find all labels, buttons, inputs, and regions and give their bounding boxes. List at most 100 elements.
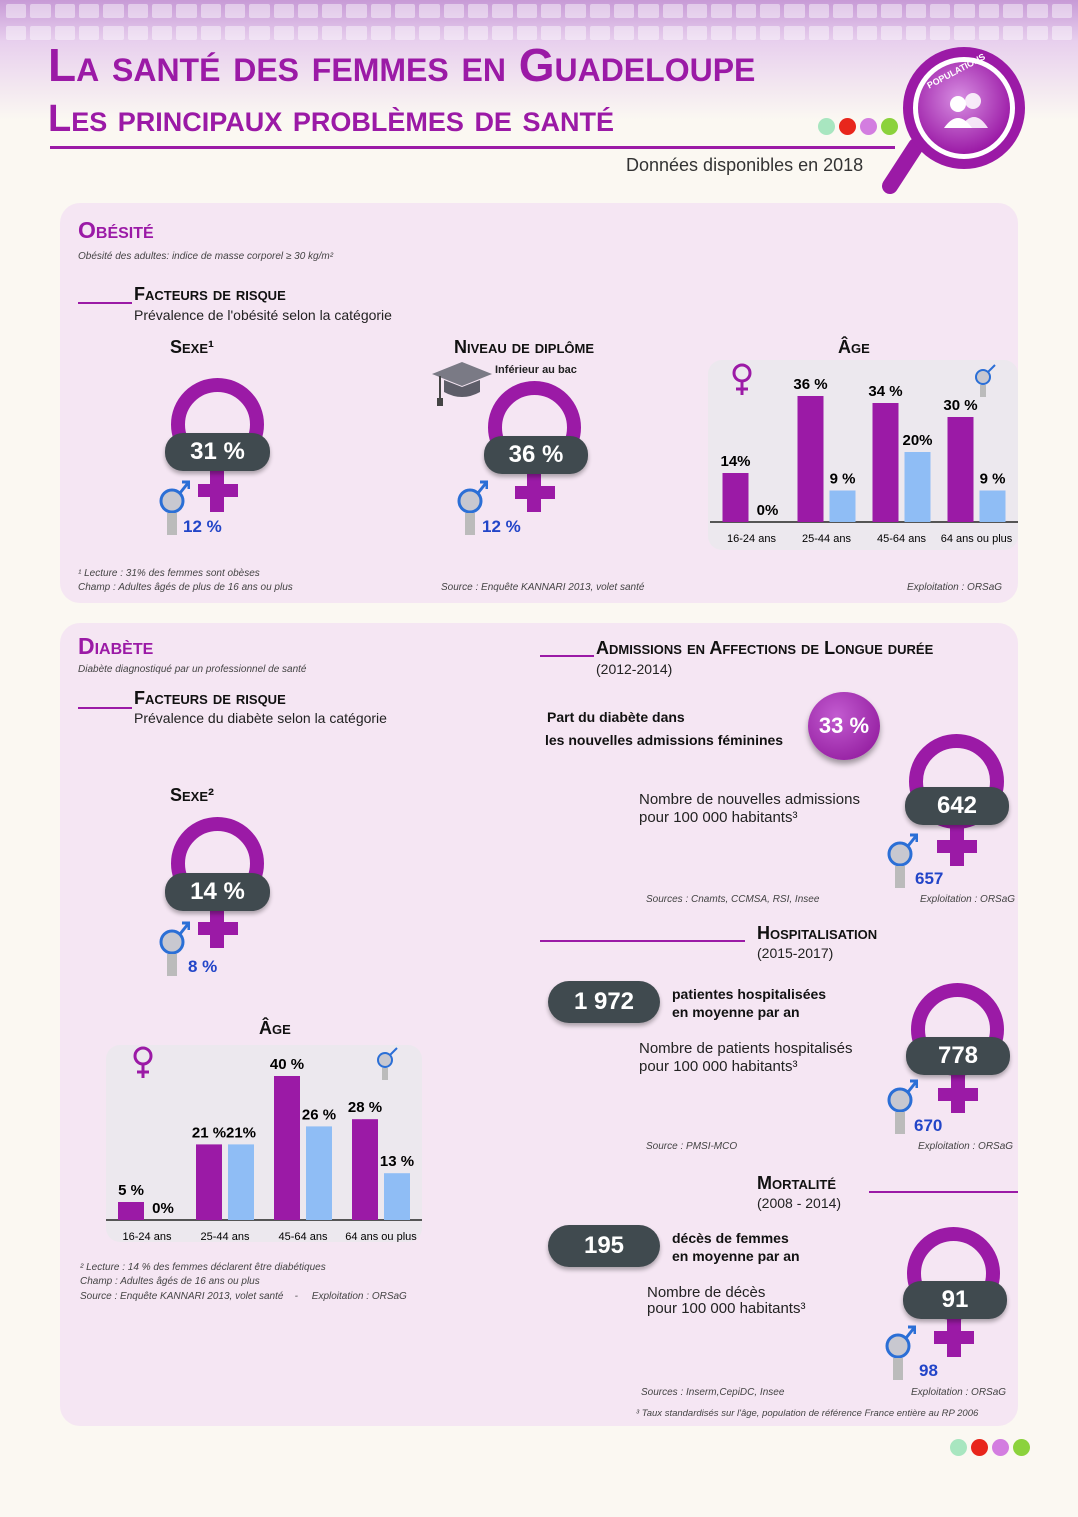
ald-share-value: 33 % <box>808 692 880 760</box>
bar <box>947 417 974 522</box>
ald-period: (2012-2014) <box>596 661 673 677</box>
hosp-rate-label-2: pour 100 000 habitants³ <box>639 1058 798 1075</box>
female-symbol-bar <box>515 486 555 499</box>
obesite-sexe-women-value: 31 % <box>165 433 270 471</box>
obesite-sexe-heading: Sexe¹ <box>170 337 215 357</box>
data-label: 34 % <box>868 383 902 400</box>
data-label: 36 % <box>793 376 827 393</box>
data-label: 0% <box>152 1200 174 1217</box>
ald-men-value: 657 <box>915 869 944 888</box>
bar <box>904 452 931 522</box>
male-symbol-icon <box>885 1325 916 1380</box>
tick-label: 16-24 ans <box>123 1231 172 1242</box>
obesite-diplome-men-value: 12 % <box>482 517 521 536</box>
obesite-sexe-men-value: 12 % <box>183 517 222 536</box>
mort-men-value: 98 <box>919 1361 938 1380</box>
tick-label: 45-64 ans <box>279 1231 328 1242</box>
ald-title: Admissions en Affections de Longue durée <box>596 638 934 658</box>
diabete-note1: ² Lecture : 14 % des femmes déclarent êt… <box>80 1262 326 1273</box>
obesite-source: Source : Enquête KANNARI 2013, volet san… <box>441 582 645 593</box>
color-dot <box>818 118 835 135</box>
diabete-risk-sub: Prévalence du diabète selon la catégorie <box>134 710 387 726</box>
male-symbol-icon <box>887 1079 918 1134</box>
hosp-rate-label-1: Nombre de patients hospitalisés <box>639 1040 853 1057</box>
obesite-definition: Obésité des adultes: indice de masse cor… <box>78 251 334 262</box>
populations-magnifier-icon <box>882 47 1025 194</box>
diabete-note3: Source : Enquête KANNARI 2013, volet san… <box>80 1291 407 1302</box>
hosp-source: Source : PMSI-MCO <box>646 1141 738 1152</box>
ald-share-label-2: les nouvelles admissions féminines <box>545 732 784 748</box>
mort-title: Mortalité <box>757 1173 837 1193</box>
obesite-exploitation: Exploitation : ORSaG <box>907 582 1003 593</box>
female-legend-icon <box>133 1046 153 1078</box>
hosp-count: 1 972 <box>548 981 660 1023</box>
bar <box>797 396 824 522</box>
color-dot <box>1013 1439 1030 1456</box>
tick-label: 25-44 ans <box>201 1231 250 1242</box>
rule <box>78 302 132 304</box>
hosp-period: (2015-2017) <box>757 945 834 961</box>
main-title: La santé des femmes en Guadeloupe <box>48 39 756 91</box>
mort-count: 195 <box>548 1225 660 1267</box>
obesite-note1: ¹ Lecture : 31% des femmes sont obèses <box>78 568 260 579</box>
data-label: 28 % <box>348 1099 382 1116</box>
color-dot <box>992 1439 1009 1456</box>
female-legend-icon <box>732 363 752 395</box>
mort-rate-label-1: Nombre de décès <box>647 1284 766 1301</box>
male-legend-icon <box>975 364 996 397</box>
diabete-definition: Diabète diagnostiqué par un professionne… <box>78 664 307 675</box>
obesite-age-heading: Âge <box>838 337 870 357</box>
graduation-cap-icon <box>432 362 492 406</box>
ald-women-value: 642 <box>905 787 1009 825</box>
ald-rate-label-1: Nombre de nouvelles admissions <box>639 791 860 808</box>
male-symbol-icon <box>887 833 918 888</box>
obesite-risk-sub: Prévalence de l'obésité selon la catégor… <box>134 307 392 323</box>
bar <box>979 490 1006 522</box>
male-symbol-icon <box>159 480 190 535</box>
obesite-diplome-women-value: 36 % <box>484 436 588 474</box>
mort-sources: Sources : Inserm,CepiDC, Insee <box>641 1387 785 1398</box>
hosp-women-value: 778 <box>906 1037 1010 1075</box>
diabete-sexe-men-value: 8 % <box>188 957 218 976</box>
diabete-age-chart: 5 % 0% 16-24 ans 21 % 21% 25-44 ans 40 % 26 % 45… <box>106 1056 422 1242</box>
mort-count-label-1: décès de femmes <box>672 1230 789 1246</box>
hosp-count-label-2: en moyenne par an <box>672 1004 800 1020</box>
color-dot <box>971 1439 988 1456</box>
color-dot <box>860 118 877 135</box>
data-label: 20% <box>902 432 932 449</box>
data-year: Données disponibles en 2018 <box>626 155 864 175</box>
obesite-risk-title: Facteurs de risque <box>134 284 286 304</box>
tick-label: 64 ans ou plus <box>345 1231 417 1242</box>
diabete-age-heading: Âge <box>259 1018 291 1038</box>
title-rule <box>50 146 895 149</box>
rule <box>540 655 594 657</box>
tick-label: 45-64 ans <box>877 533 926 545</box>
diabete-sexe-women-value: 14 % <box>165 873 270 911</box>
rule <box>540 940 745 942</box>
data-label: 9 % <box>980 471 1006 488</box>
female-symbol-bar <box>934 1331 974 1344</box>
hosp-exploitation: Exploitation : ORSaG <box>918 1141 1014 1152</box>
color-dot <box>950 1439 967 1456</box>
tick-label: 16-24 ans <box>727 533 776 545</box>
obesite-note2: Champ : Adultes âgés de plus de 16 ans o… <box>78 582 293 593</box>
data-label: 30 % <box>943 397 977 414</box>
main-subtitle: Les principaux problèmes de santé <box>48 98 615 140</box>
female-symbol-bar <box>938 1088 978 1101</box>
obesite-title: Obésité <box>78 217 154 243</box>
bar <box>352 1119 378 1220</box>
bar <box>722 473 749 522</box>
hosp-count-label-1: patientes hospitalisées <box>672 986 827 1002</box>
mort-footnote: ³ Taux standardisés sur l'âge, populatio… <box>636 1408 979 1419</box>
ald-exploitation: Exploitation : ORSaG <box>920 894 1016 905</box>
color-dot <box>839 118 856 135</box>
hosp-title: Hospitalisation <box>757 923 878 943</box>
rule <box>869 1191 1018 1193</box>
tick-label: 25-44 ans <box>802 533 851 545</box>
diabete-note2: Champ : Adultes âgés de 16 ans ou plus <box>80 1276 260 1287</box>
obesite-age-chart: 14% 0% 16-24 ans 36 % 9 % 25-44 ans 34 % 20% 45-… <box>710 376 1018 545</box>
data-label: 5 % <box>118 1182 144 1199</box>
data-label: 14% <box>720 453 750 470</box>
header-band <box>0 0 1078 120</box>
bar <box>118 1202 144 1220</box>
